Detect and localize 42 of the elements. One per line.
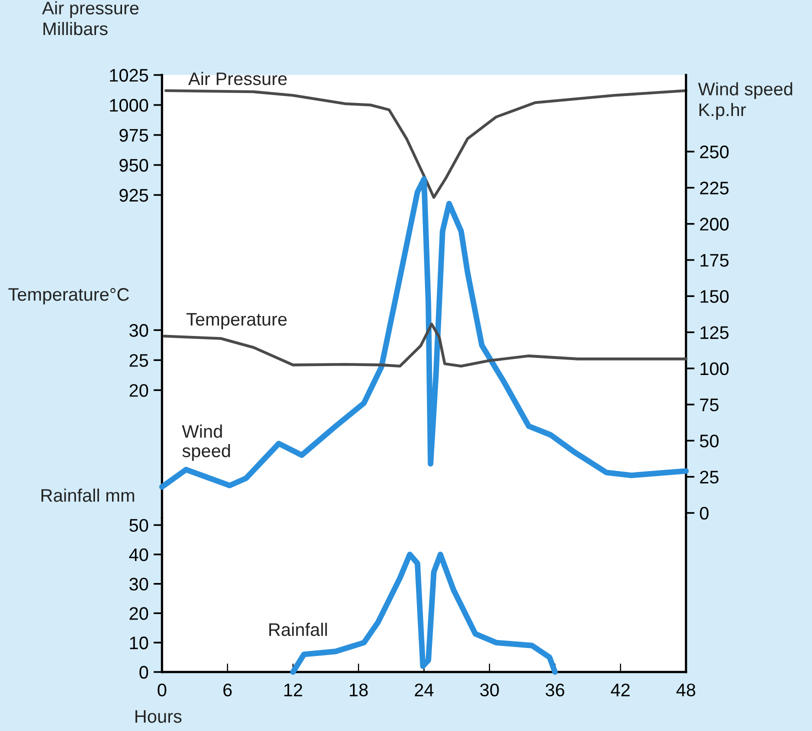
line-series xyxy=(164,89,688,199)
y2-tick-label: 175 xyxy=(700,254,729,267)
y3-axis-title: Temperature°C xyxy=(8,288,129,304)
y-tick-label: 20 xyxy=(130,607,148,620)
y2-tick-label: 100 xyxy=(700,362,729,376)
x-tick-label: 24 xyxy=(414,684,434,696)
y-tick-label: 925 xyxy=(120,188,148,202)
x-tick-label: 48 xyxy=(676,684,696,696)
y-tick-label: 1000 xyxy=(110,98,148,112)
y-axis-title: Air pressure Millibars xyxy=(42,1,139,36)
y2-axis-title: Wind speed K.p.hr xyxy=(698,82,792,120)
y-tick-label: 30 xyxy=(129,578,148,591)
y2-tick-label: 25 xyxy=(700,470,719,484)
y2-tick-label: 0 xyxy=(700,506,709,520)
y-tick-label: 10 xyxy=(130,636,148,650)
y2-tick-label: 150 xyxy=(700,290,729,303)
x-tick-label: 0 xyxy=(158,684,166,696)
y2-tick-label: 125 xyxy=(700,326,729,339)
y-tick-label: 1025 xyxy=(110,68,148,82)
x-tick-label: 36 xyxy=(546,684,564,696)
y2-tick-label: 200 xyxy=(700,218,729,231)
y-tick-label: 950 xyxy=(120,158,148,172)
x-tick-label: 42 xyxy=(610,684,630,696)
x-tick-label: 12 xyxy=(284,684,302,696)
series-label: Air Pressure xyxy=(188,72,287,86)
y2-tick-label: 50 xyxy=(700,434,719,448)
y-tick-label: 40 xyxy=(129,548,148,562)
series-label: Wind speed xyxy=(182,424,230,461)
y-axis-title: Rainfall mm xyxy=(41,488,134,502)
series-label: Rainfall xyxy=(269,622,327,636)
series-label: Temperature xyxy=(186,313,287,330)
x-tick-label: 6 xyxy=(223,684,232,696)
x-axis-title: Hours xyxy=(135,710,182,723)
y2-tick-label: 250 xyxy=(700,146,729,158)
y3-tick-label: 25 xyxy=(130,354,148,367)
y2-tick-label: 75 xyxy=(700,398,719,412)
y-tick-label: 0 xyxy=(139,666,148,679)
x-tick-label: 30 xyxy=(480,684,499,696)
y-tick-label: 50 xyxy=(129,518,148,532)
y-tick-label: 975 xyxy=(120,128,148,142)
x-tick-label: 18 xyxy=(350,684,368,696)
y2-tick-label: 225 xyxy=(700,182,729,194)
